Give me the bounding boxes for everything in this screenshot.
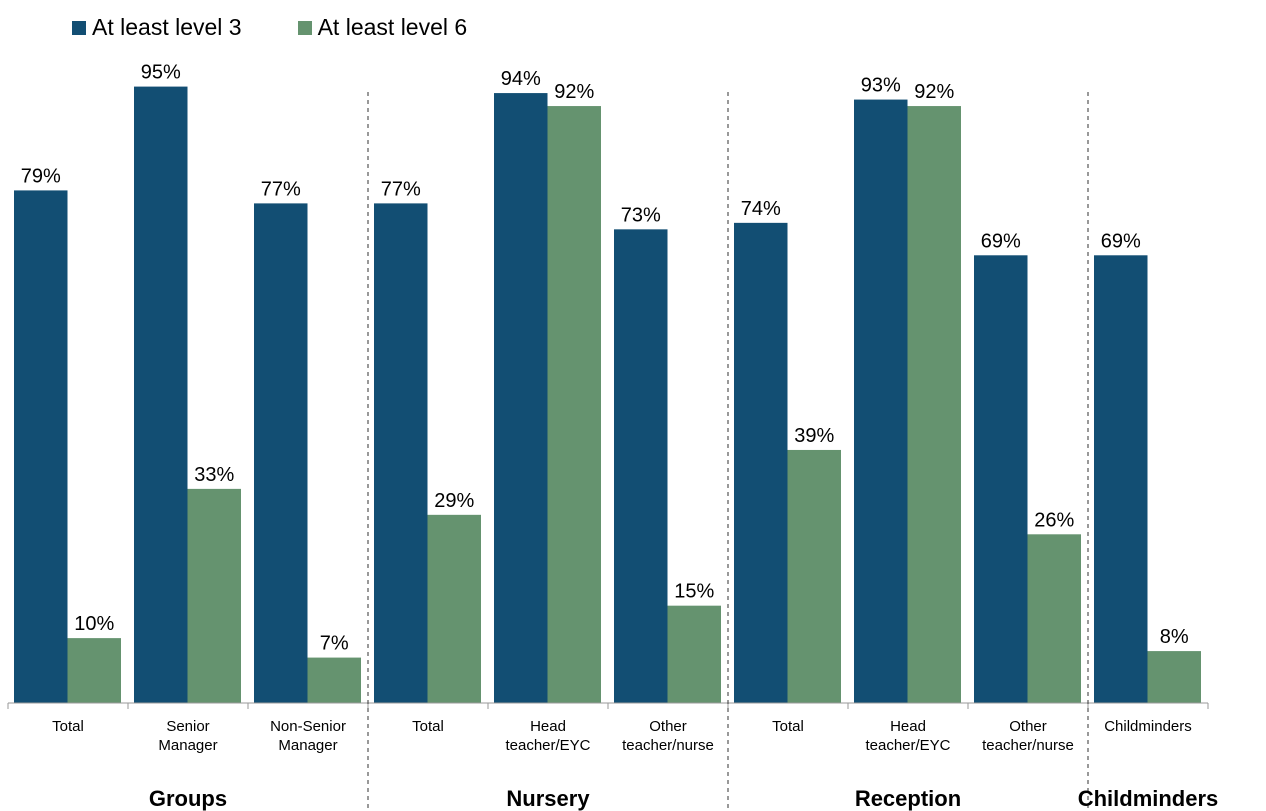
- legend-item-level-6: At least level 6: [297, 14, 468, 41]
- data-label: 26%: [1034, 509, 1074, 531]
- bar-level-3-9: [1094, 255, 1148, 703]
- category-label: Childminders: [1104, 718, 1192, 735]
- bar-level-3-2: [254, 203, 308, 703]
- data-label: 77%: [261, 178, 301, 200]
- bar-level-6-7: [907, 106, 961, 704]
- bar-level-3-3: [374, 203, 428, 703]
- data-label: 39%: [794, 425, 834, 447]
- category-label: Other teacher/nurse: [622, 718, 714, 754]
- bar-level-3-4: [494, 93, 548, 704]
- data-label: 7%: [320, 633, 349, 655]
- data-label: 29%: [434, 490, 474, 512]
- legend-swatch-level-6: [297, 20, 312, 35]
- data-label: 92%: [914, 81, 954, 103]
- bar-level-6-2: [307, 657, 361, 703]
- data-label: 77%: [381, 178, 421, 200]
- group-label: Childminders: [1078, 786, 1219, 811]
- category-label: Other teacher/nurse: [982, 718, 1074, 754]
- legend: At least level 3 At least level 6: [72, 14, 467, 41]
- category-label: Total: [52, 718, 84, 735]
- bar-level-3-6: [734, 222, 788, 703]
- legend-label-level-3: At least level 3: [92, 14, 242, 40]
- group-label: Nursery: [506, 786, 590, 811]
- category-label: Head teacher/EYC: [505, 718, 590, 754]
- bar-level-6-1: [187, 488, 241, 703]
- data-label: 69%: [981, 230, 1021, 252]
- data-label: 79%: [21, 165, 61, 187]
- bar-level-6-0: [67, 638, 121, 703]
- category-label: Non-Senior Manager: [270, 718, 346, 754]
- group-label: Reception: [855, 786, 961, 811]
- bar-level-6-9: [1147, 651, 1201, 703]
- data-label: 93%: [861, 75, 901, 97]
- category-label: Total: [772, 718, 804, 735]
- legend-label-level-6: At least level 6: [317, 14, 468, 40]
- category-label: Total: [412, 718, 444, 735]
- bar-level-3-5: [614, 229, 668, 704]
- data-label: 69%: [1101, 230, 1141, 252]
- bar-level-6-6: [787, 449, 841, 703]
- bar-level-3-1: [134, 86, 188, 703]
- data-label: 95%: [141, 62, 181, 84]
- data-label: 94%: [501, 68, 541, 90]
- legend-swatch-level-3: [72, 20, 86, 35]
- group-label: Groups: [149, 786, 227, 811]
- bar-level-3-8: [974, 255, 1028, 703]
- data-label: 8%: [1160, 626, 1189, 648]
- data-label: 10%: [74, 613, 114, 635]
- data-label: 92%: [554, 81, 594, 103]
- bar-level-3-7: [854, 99, 908, 703]
- legend-item-level-3: At least level 3: [72, 14, 242, 41]
- bar-level-6-4: [547, 106, 601, 704]
- category-label: Senior Manager: [158, 718, 217, 754]
- data-label: 15%: [674, 581, 714, 603]
- bar-level-6-3: [427, 514, 481, 703]
- bar-level-3-0: [14, 190, 68, 703]
- data-label: 74%: [741, 198, 781, 220]
- category-label: Head teacher/EYC: [865, 718, 950, 754]
- bar-level-6-8: [1027, 534, 1081, 703]
- bar-level-6-5: [667, 605, 721, 703]
- data-label: 73%: [621, 204, 661, 226]
- data-label: 33%: [194, 464, 234, 486]
